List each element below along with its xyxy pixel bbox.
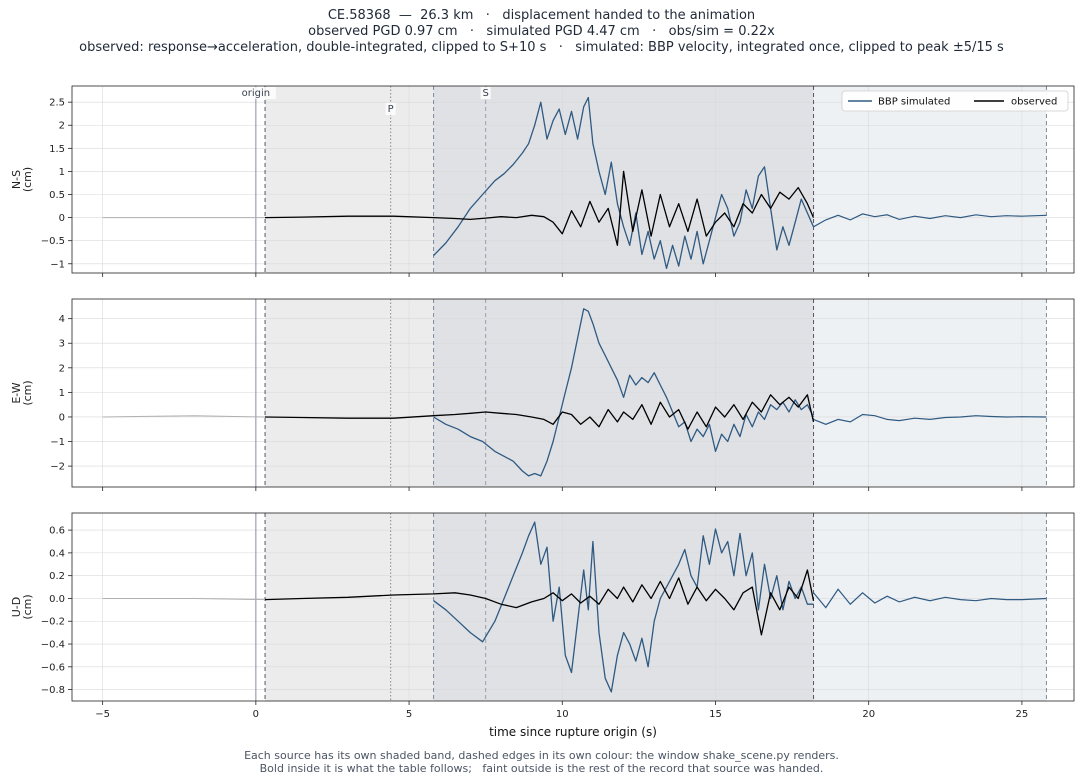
simulated-tail-trace: [813, 588, 1047, 609]
simulated-tail-trace: [813, 213, 1047, 228]
x-axis-label: time since rupture origin (s): [489, 725, 657, 739]
x-tick-label: 20: [862, 709, 875, 720]
x-tick-label: −5: [95, 709, 110, 720]
y-tick-label: 3: [59, 339, 65, 350]
overlap-window-band: [433, 299, 814, 487]
y-tick-label: −0.6: [41, 662, 65, 673]
y-axis-label-part: E-W: [10, 382, 23, 403]
axes-frame: [71, 85, 1075, 274]
y-tick-label: 0.2: [49, 571, 65, 582]
marker-label-bg: [235, 87, 276, 99]
y-tick-label: 1: [59, 167, 65, 178]
y-tick-label: 0.6: [49, 526, 65, 537]
y-tick-label: −2: [50, 462, 65, 473]
footnote-line-2: Bold inside it is what the table follows…: [259, 762, 824, 775]
simulated-tail-trace: [813, 413, 1047, 425]
legend-label-simulated: BBP simulated: [878, 97, 950, 108]
panel-3: −0.8 −0.6 −0.4 −0.2 0.0 0.2 0.4 0.6 −5 0 5 10 15 20 25…: [10, 512, 1075, 720]
y-axis-label-part: U-D: [10, 597, 23, 618]
y-tick-label: 0: [59, 412, 65, 423]
observed-trace: [264, 170, 815, 246]
x-tick-label: 10: [556, 709, 569, 720]
panel-2: −2 −1 0 1 2 3 4 E-W(cm): [10, 298, 1075, 491]
marker-label-bg: [385, 103, 396, 115]
y-axis-label-part: (cm): [21, 380, 34, 405]
y-tick-label: 0: [59, 213, 65, 224]
simulated-trace: [433, 521, 814, 693]
observed-trace: [264, 394, 815, 430]
y-axis-label-part: (cm): [21, 594, 34, 619]
y-axis-label-part: N-S: [10, 170, 23, 189]
y-axis-label-part: (cm): [21, 167, 34, 192]
chart-title-line-2: observed PGD 0.97 cm · simulated PGD 4.4…: [308, 24, 775, 39]
observed-trace: [264, 569, 815, 636]
y-tick-label: −0.8: [41, 685, 65, 696]
y-tick-label: 2: [59, 121, 65, 132]
y-tick-label: 2: [59, 363, 65, 374]
footnote-line-1: Each source has its own shaded band, das…: [244, 749, 839, 762]
y-axis-label: U-D(cm): [10, 594, 34, 619]
chart-title-line-3: observed: response→acceleration, double-…: [79, 40, 1004, 55]
observed-faint-trace: [102, 415, 266, 418]
chart-title-line-1: CE.58368 — 26.3 km · displacement handed…: [327, 8, 756, 23]
legend-label-observed: observed: [1011, 97, 1057, 108]
axes-frame: [71, 298, 1075, 488]
simulated-trace: [433, 308, 815, 477]
y-tick-label: 0.4: [49, 548, 65, 559]
x-tick-label: 15: [709, 709, 722, 720]
observed-faint-trace: [102, 598, 266, 601]
marker-label-s: S: [482, 88, 488, 99]
legend-box: [841, 90, 1069, 112]
y-tick-label: 0.0: [49, 594, 65, 605]
legend: BBP simulated observed: [841, 90, 1069, 112]
y-tick-label: −1: [50, 437, 65, 448]
y-tick-label: 0.5: [49, 190, 65, 201]
x-tick-label: 5: [406, 709, 412, 720]
marker-label-bg: [480, 87, 491, 99]
y-tick-label: −1: [50, 259, 65, 270]
panel-1: −1 −0.5 0 0.5 1 1.5 2 2.5 N-S(cm) origin P S BBP sim…: [10, 85, 1075, 277]
y-axis-label: N-S(cm): [10, 167, 34, 192]
y-tick-label: −0.5: [41, 236, 65, 247]
y-tick-label: 1: [59, 388, 65, 399]
marker-label-origin: origin: [242, 88, 270, 99]
y-tick-label: 4: [59, 314, 65, 325]
marker-label-p: P: [388, 104, 394, 115]
y-axis-label: E-W(cm): [10, 380, 34, 405]
x-tick-label: 25: [1016, 709, 1029, 720]
y-tick-label: 2.5: [49, 98, 65, 109]
simulated-trace: [433, 96, 815, 270]
y-tick-label: −0.2: [41, 617, 65, 628]
y-tick-label: −0.4: [41, 640, 65, 651]
axes-frame: [71, 512, 1075, 702]
x-tick-label: 0: [253, 709, 259, 720]
y-tick-label: 1.5: [49, 144, 65, 155]
overlap-window-band: [433, 513, 814, 701]
